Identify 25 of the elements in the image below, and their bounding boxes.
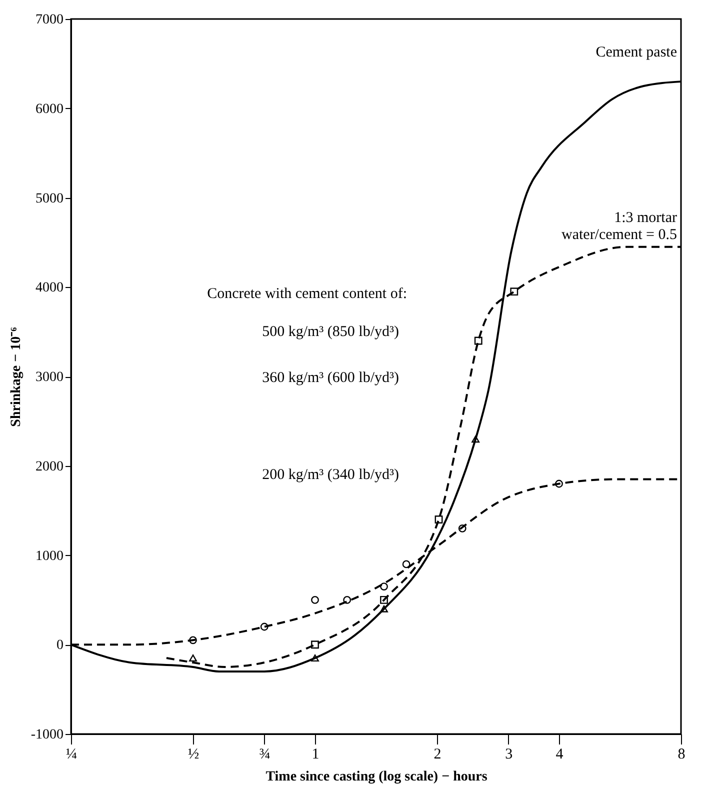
- x-tick-label: 4: [556, 746, 564, 762]
- x-tick-label: 1: [312, 746, 320, 762]
- y-tick-label: 1000: [36, 548, 64, 564]
- y-tick-label: 6000: [36, 102, 64, 117]
- y-tick-label: 3000: [36, 370, 64, 385]
- x-tick-label: ½: [188, 746, 200, 762]
- y-tick-label: -1000: [30, 728, 64, 742]
- annotation: Concrete with cement content of:: [207, 286, 407, 302]
- annotation: 360 kg/m³ (600 lb/yd³): [262, 370, 400, 386]
- x-tick-label: 8: [678, 746, 686, 762]
- y-axis-title: Shrinkage − 10⁻⁶: [8, 327, 24, 427]
- y-tick-label: 2000: [36, 459, 64, 474]
- y-tick-label: 7000: [36, 12, 64, 28]
- y-tick-label: 0: [56, 638, 64, 654]
- y-tick-label: 5000: [36, 191, 64, 206]
- x-tick-label: ¼: [66, 746, 78, 762]
- annotation: 200 kg/m³ (340 lb/yd³): [262, 467, 400, 483]
- x-axis-title: Time since casting (log scale) − hours: [266, 770, 488, 784]
- x-tick-label: 2: [434, 746, 442, 762]
- x-tick-label: ¾: [259, 746, 270, 762]
- x-tick-label: 3: [505, 746, 513, 762]
- annotation: 500 kg/m³ (850 lb/yd³): [262, 324, 400, 340]
- y-tick-label: 4000: [36, 280, 64, 296]
- series-label: 1:3 mortar water/cement = 0.5: [562, 210, 677, 243]
- series-label: Cement paste: [596, 44, 678, 61]
